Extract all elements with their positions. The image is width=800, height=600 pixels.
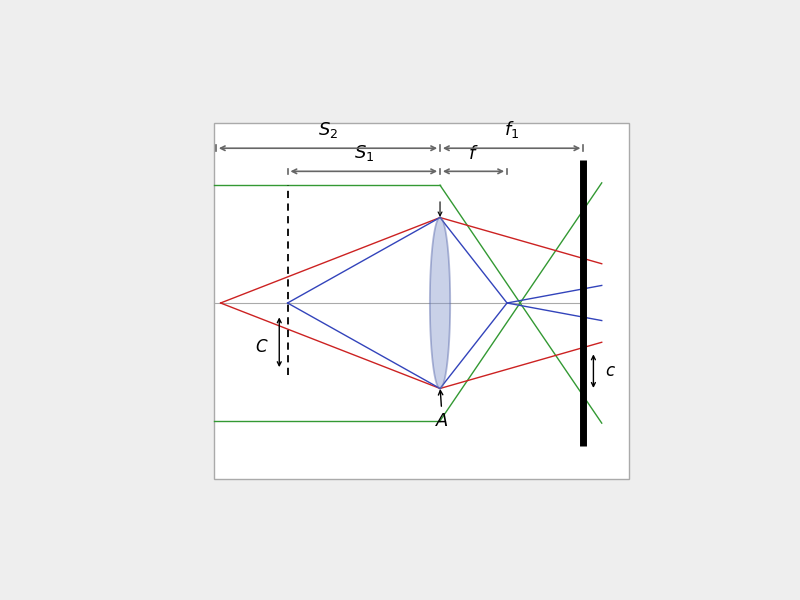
Text: $f$: $f$	[468, 145, 479, 163]
Text: $S_2$: $S_2$	[318, 120, 338, 140]
Text: $A$: $A$	[435, 391, 450, 430]
Text: $f_1$: $f_1$	[504, 119, 519, 140]
Bar	[214, 123, 630, 479]
Text: $C$: $C$	[255, 338, 269, 356]
Text: $c$: $c$	[605, 362, 615, 380]
Polygon shape	[430, 218, 450, 388]
Text: $S_1$: $S_1$	[354, 143, 374, 163]
